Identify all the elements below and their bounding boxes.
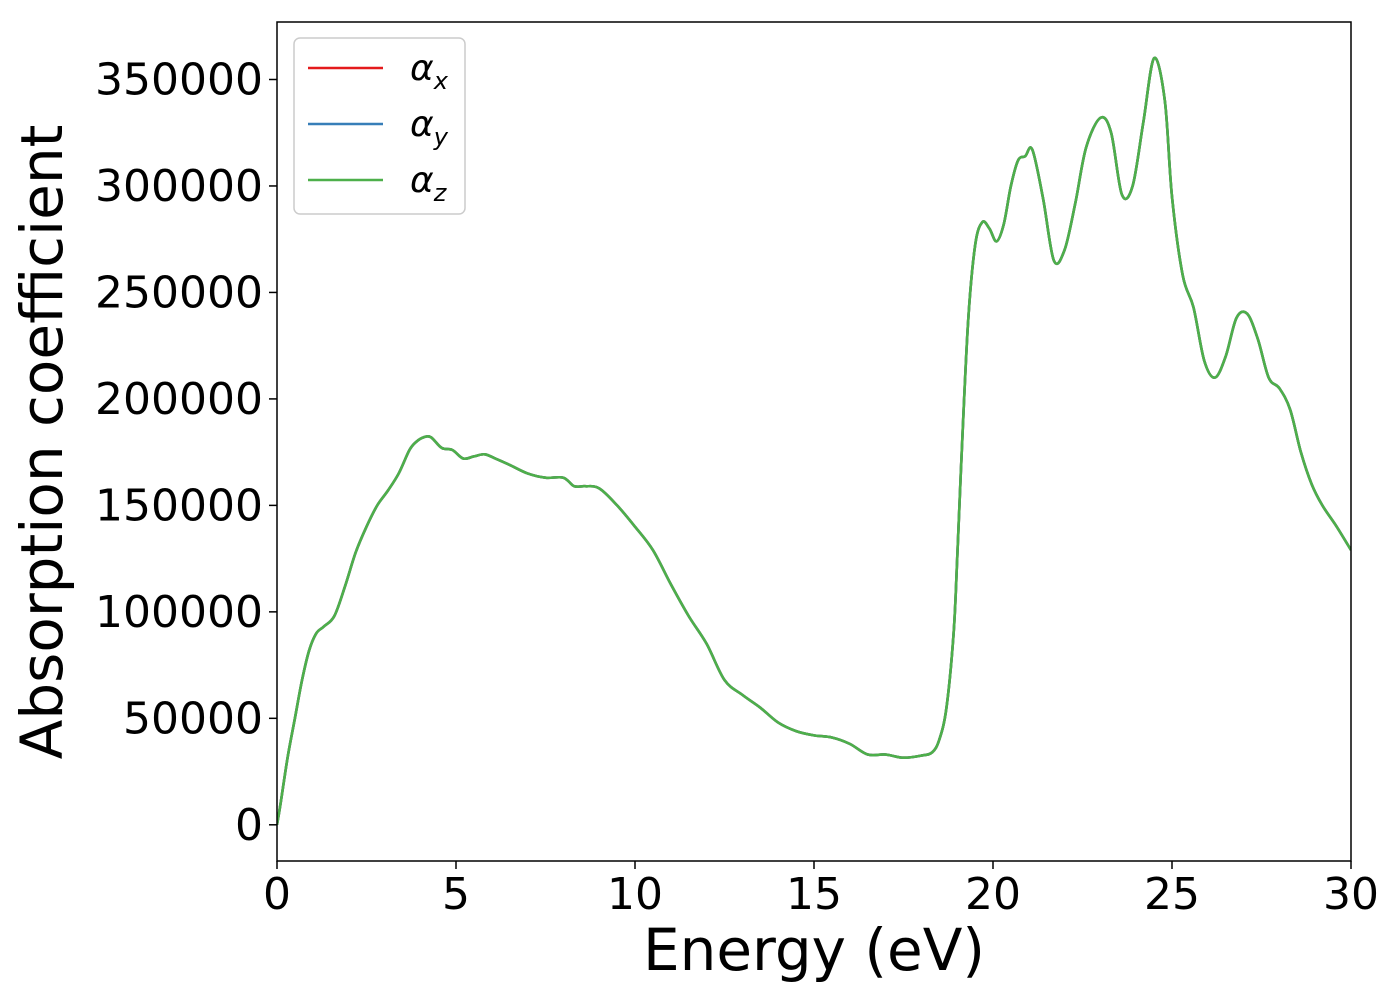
legend-box <box>293 37 466 215</box>
y-axis-ticks: 0 50000 100000 150000 200000 250000 300000 3500… <box>95 54 277 851</box>
y-tick-label: 50000 <box>123 693 263 744</box>
legend-label-z: αz <box>410 160 448 207</box>
y-tick-label: 150000 <box>95 480 263 531</box>
y-tick-label: 350000 <box>95 54 263 105</box>
legend-label-x: αx <box>410 48 449 95</box>
x-tick-label: 20 <box>965 869 1021 920</box>
series-layer <box>277 56 1351 826</box>
x-tick-label: 5 <box>442 869 470 920</box>
y-tick-label: 300000 <box>95 161 263 212</box>
legend-label-y: αy <box>410 104 449 151</box>
y-tick-label: 100000 <box>95 587 263 638</box>
legend: αx αy αz <box>293 37 466 215</box>
y-axis-label: Absorption coefficient <box>8 125 76 760</box>
x-tick-label: 30 <box>1323 869 1379 920</box>
y-tick-label: 0 <box>235 800 263 851</box>
x-tick-label: 0 <box>263 869 291 920</box>
series-line-z <box>277 56 1351 826</box>
x-axis-label: Energy (eV) <box>643 916 985 984</box>
x-axis-ticks: 0 5 10 15 20 25 30 <box>263 861 1379 920</box>
x-tick-label: 15 <box>786 869 842 920</box>
x-tick-label: 25 <box>1144 869 1200 920</box>
x-tick-label: 10 <box>607 869 663 920</box>
y-tick-label: 250000 <box>95 267 263 318</box>
y-tick-label: 200000 <box>95 374 263 425</box>
